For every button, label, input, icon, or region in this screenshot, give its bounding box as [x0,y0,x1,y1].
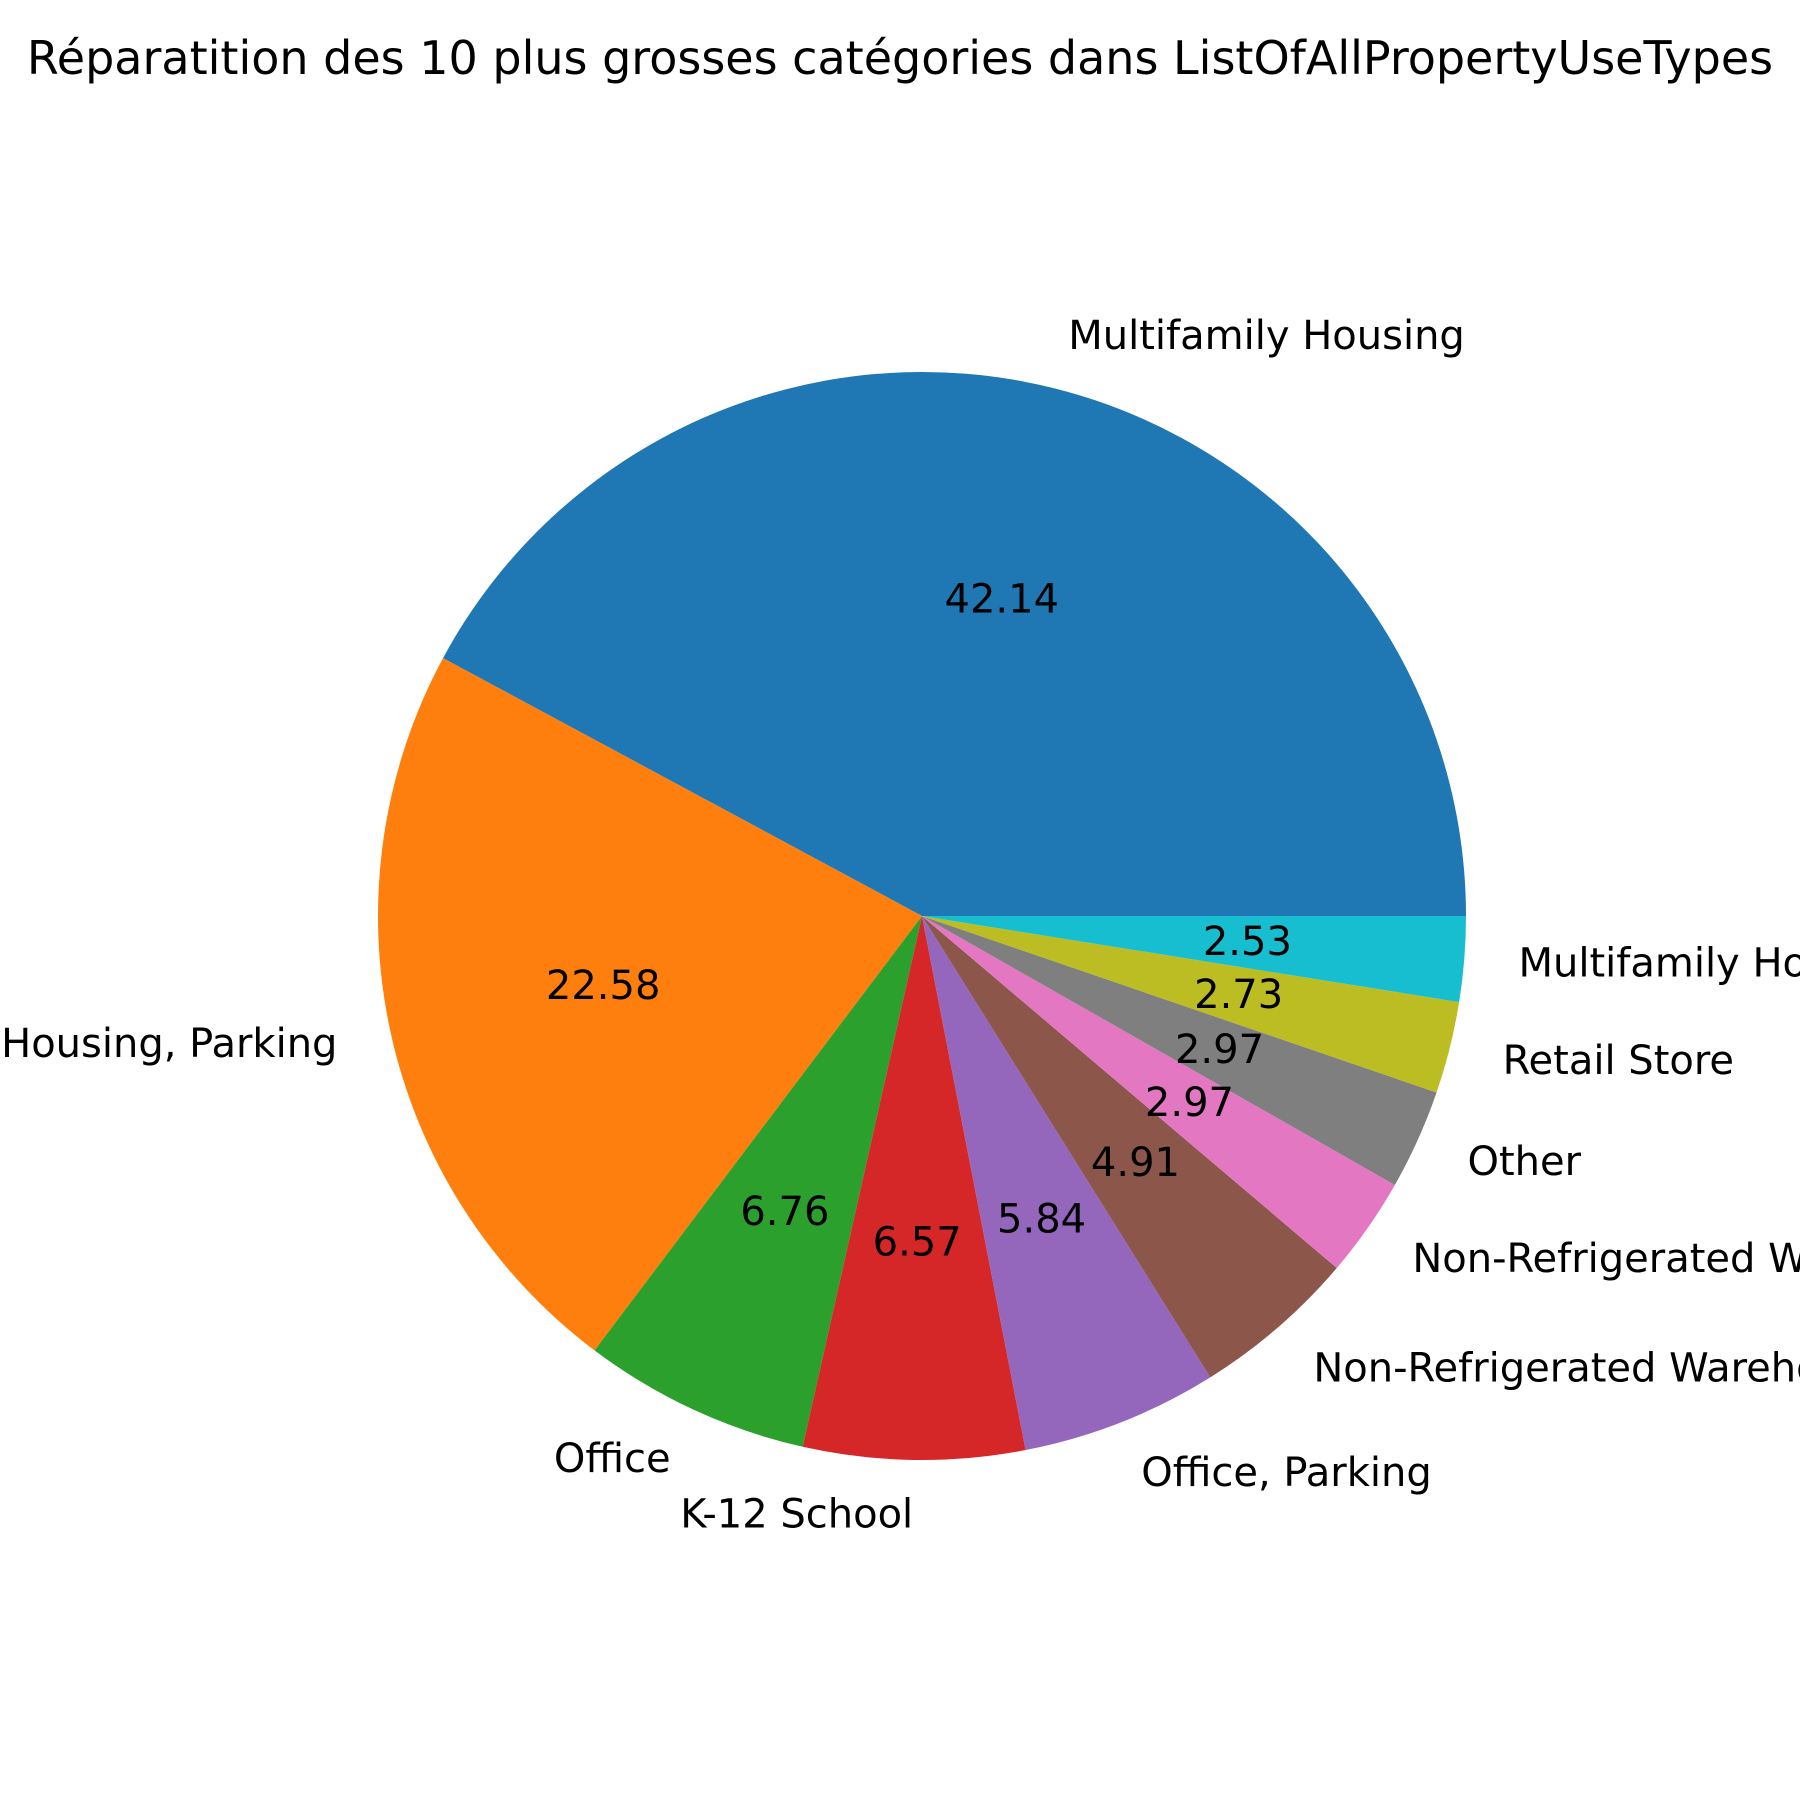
pct-label-k-12-school: 6.57 [873,1219,962,1265]
pie-slice-multifamily-housing [443,371,1466,916]
pie-slice-retail-store [922,916,1460,1093]
pie-slice-k-12-school [802,916,1026,1460]
slice-label-retail-store: Retail Store [1503,1038,1734,1084]
pct-label-office-parking: 5.84 [997,1197,1086,1243]
slice-label-k-12-school: K-12 School [680,1491,913,1537]
pct-label-non-refrigerated-warehouse: 4.91 [1091,1140,1180,1186]
percentage-labels: 42.14 22.58 6.76 6.57 5.844.91 2.97 2.97 2.73 2.… [546,577,1292,1266]
pie-slice-non-refrigerated-warehouse [922,916,1337,1378]
slice-label-office: Office [554,1436,671,1482]
slice-label-multifamily-housing-retail-store: Multifamily Housing, Retail Store [1519,941,1800,987]
pct-label-multifamily-housing-parking: 22.58 [546,963,661,1009]
pie-slice-office [594,916,922,1447]
pct-label-multifamily-housing: 42.14 [945,577,1060,623]
slice-label-multifamily-housing-parking: Multifamily Housing, Parking [0,1021,337,1067]
pie-slices [377,371,1466,1460]
slice-labels: Multifamily Housing Multifamily Housing, … [0,313,1800,1538]
pct-label-multifamily-housing-retail-store: 2.53 [1203,919,1292,965]
pie-slice-multifamily-housing-parking [377,658,922,1351]
pct-label-non-refrigerated-warehouse-office: 2.97 [1145,1080,1234,1126]
chart-title: Réparatition des 10 plus grosses catégor… [27,31,1773,85]
pct-label-office: 6.76 [740,1189,829,1235]
slice-label-non-refrigerated-warehouse: Non-Refrigerated Warehouse [1313,1346,1800,1392]
pie-slice-other [922,916,1437,1185]
slice-label-multifamily-housing: Multifamily Housing [1068,313,1465,359]
pct-label-retail-store: 2.73 [1194,972,1283,1018]
slice-label-office-parking: Office, Parking [1141,1450,1432,1496]
pie-slice-multifamily-housing-retail-store [922,916,1466,1003]
slice-label-non-refrigerated-warehouse-office: Non-Refrigerated Warehouse, Office [1412,1236,1800,1282]
pie-slice-non-refrigerated-warehouse-office [922,916,1395,1268]
slice-label-other: Other [1467,1139,1581,1185]
pct-label-other: 2.97 [1175,1027,1264,1073]
pie-slice-office-parking [922,916,1211,1451]
